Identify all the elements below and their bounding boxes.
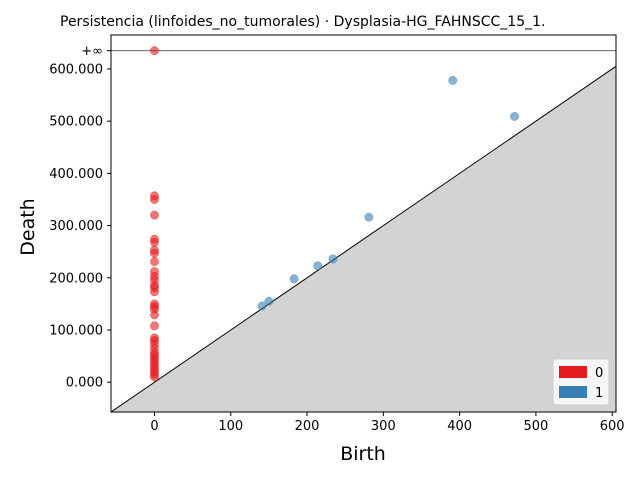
- data-point-series-0: [150, 237, 159, 247]
- data-point-series-0: [150, 257, 159, 267]
- y-tick-label: 100.000: [49, 324, 103, 339]
- x-axis-title: Birth: [340, 443, 386, 465]
- x-tick-label: 100: [218, 419, 243, 434]
- data-point-series-0: [150, 372, 159, 382]
- diagonal-line: [110, 65, 617, 413]
- y-tick-label-infinity: +∞: [81, 44, 103, 59]
- x-tick-label: 600: [600, 419, 625, 434]
- y-tick-label: 400.000: [49, 167, 103, 182]
- legend-label-0: 0: [595, 366, 603, 381]
- plot-frame: [110, 34, 617, 413]
- data-point-series-0: [150, 310, 159, 320]
- y-tick-label: 200.000: [49, 271, 103, 286]
- data-point-series-0: [150, 248, 159, 258]
- data-point-series-0: [150, 287, 159, 297]
- data-point-series-0: [150, 195, 159, 204]
- legend-label-1: 1: [595, 386, 603, 401]
- x-tick-label: 0: [150, 419, 158, 434]
- data-point-series-0: [150, 46, 159, 56]
- y-tick-label: 600.000: [49, 62, 103, 77]
- legend-swatch-1: [559, 386, 587, 398]
- data-point-series-1: [257, 301, 267, 311]
- x-tick-label: 200: [295, 419, 320, 434]
- legend-swatch-0: [559, 366, 587, 378]
- data-point-series-0: [150, 321, 159, 331]
- y-tick-label: 0.000: [66, 376, 103, 391]
- x-tick-label: 500: [523, 419, 548, 434]
- y-axis: 0.000 100.000 200.000 300.000 400.000 500.000…: [49, 44, 111, 391]
- data-point-series-1: [264, 296, 274, 306]
- data-point-series-1: [448, 75, 458, 85]
- x-tick-label: 300: [371, 419, 396, 434]
- data-point-series-1: [328, 254, 338, 264]
- data-point-series-1: [510, 112, 519, 121]
- data-point-series-1: [313, 261, 323, 271]
- y-tick-label: 300.000: [49, 219, 103, 234]
- plot-area: [110, 34, 617, 413]
- data-point-series-1: [289, 274, 299, 284]
- x-axis: 0 100 200 300 400 500 600: [150, 412, 625, 434]
- data-point-series-1: [364, 212, 374, 222]
- chart-title: Persistencia (linfoides_no_tumorales) · …: [60, 14, 545, 30]
- y-tick-label: 500.000: [49, 115, 103, 130]
- y-axis-title: Death: [17, 198, 39, 255]
- legend: 01: [552, 358, 610, 406]
- x-tick-label: 400: [447, 419, 472, 434]
- data-point-series-0: [150, 210, 159, 220]
